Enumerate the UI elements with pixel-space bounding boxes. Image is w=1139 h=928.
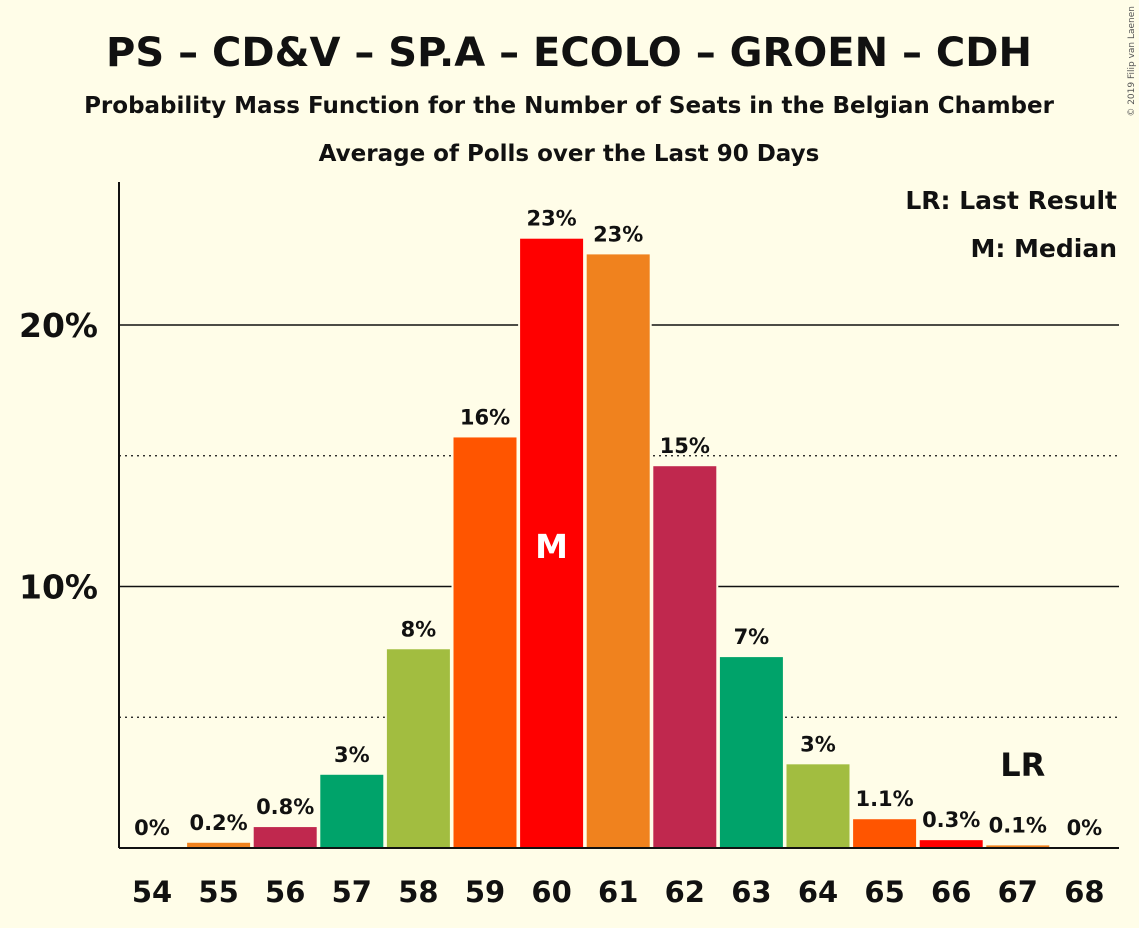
x-tick-label-63: 63 bbox=[731, 875, 771, 909]
bar-63 bbox=[719, 657, 783, 848]
data-label-56: 0.8% bbox=[256, 795, 314, 819]
x-tick-label-58: 58 bbox=[398, 875, 438, 909]
bar-60 bbox=[520, 238, 584, 848]
data-label-62: 15% bbox=[660, 434, 710, 458]
data-label-64: 3% bbox=[800, 732, 836, 756]
data-label-67: 0.1% bbox=[989, 813, 1047, 837]
data-label-68: 0% bbox=[1067, 816, 1103, 840]
bar-59 bbox=[453, 437, 517, 848]
data-labels: 0% 0.2% 0.8% 3% 8% 16% 23% M 23% 15% 7% 3% 1.1% 0.3% 0… bbox=[134, 207, 1102, 840]
data-label-55: 0.2% bbox=[189, 811, 247, 835]
bar-62 bbox=[653, 466, 717, 848]
bar-55 bbox=[187, 842, 251, 848]
data-label-65: 1.1% bbox=[855, 787, 913, 811]
x-tick-label-55: 55 bbox=[198, 875, 238, 909]
x-tick-label-59: 59 bbox=[465, 875, 505, 909]
y-tick-label: 10% bbox=[19, 568, 98, 607]
data-label-61: 23% bbox=[593, 222, 643, 246]
data-label-60: 23% bbox=[526, 207, 576, 231]
data-label-54: 0% bbox=[134, 816, 170, 840]
chart-title: PS – CD&V – SP.A – ECOLO – GROEN – CDH bbox=[106, 30, 1032, 76]
x-tick-label-54: 54 bbox=[132, 875, 172, 909]
data-label-58: 8% bbox=[401, 617, 437, 641]
bar-61 bbox=[586, 254, 650, 848]
x-tick-label-64: 64 bbox=[798, 875, 838, 909]
bar-57 bbox=[320, 774, 384, 848]
bar-56 bbox=[253, 827, 317, 848]
bar-58 bbox=[386, 649, 450, 848]
data-label-57: 3% bbox=[334, 743, 370, 767]
x-tick-label-60: 60 bbox=[531, 875, 571, 909]
bar-64 bbox=[786, 764, 850, 848]
axes: 10% 20% 54 55 56 57 58 59 60 61 62 63 64 65 66 67 68 bbox=[19, 182, 1119, 909]
x-tick-label-67: 67 bbox=[998, 875, 1038, 909]
bar-67 bbox=[986, 845, 1050, 848]
x-tick-label-56: 56 bbox=[265, 875, 305, 909]
data-label-63: 7% bbox=[734, 625, 770, 649]
bar-65 bbox=[853, 819, 917, 848]
x-tick-label-61: 61 bbox=[598, 875, 638, 909]
chart-subtitle: Probability Mass Function for the Number… bbox=[84, 93, 1055, 119]
legend-last-result: LR: Last Result bbox=[905, 186, 1117, 215]
bars bbox=[185, 236, 1052, 848]
x-tick-label-68: 68 bbox=[1064, 875, 1104, 909]
legend-median: M: Median bbox=[970, 234, 1117, 263]
median-marker: M bbox=[535, 527, 568, 566]
copyright: © 2019 Filip van Laenen bbox=[1127, 6, 1137, 117]
bar-66 bbox=[919, 840, 983, 848]
x-tick-label-57: 57 bbox=[332, 875, 372, 909]
chart-subtitle-2: Average of Polls over the Last 90 Days bbox=[319, 141, 820, 167]
last-result-marker: LR bbox=[1000, 746, 1045, 784]
data-label-66: 0.3% bbox=[922, 808, 980, 832]
x-tick-label-66: 66 bbox=[931, 875, 971, 909]
x-tick-label-62: 62 bbox=[665, 875, 705, 909]
y-tick-label: 20% bbox=[19, 306, 98, 345]
x-tick-label-65: 65 bbox=[864, 875, 904, 909]
data-label-59: 16% bbox=[460, 405, 510, 429]
